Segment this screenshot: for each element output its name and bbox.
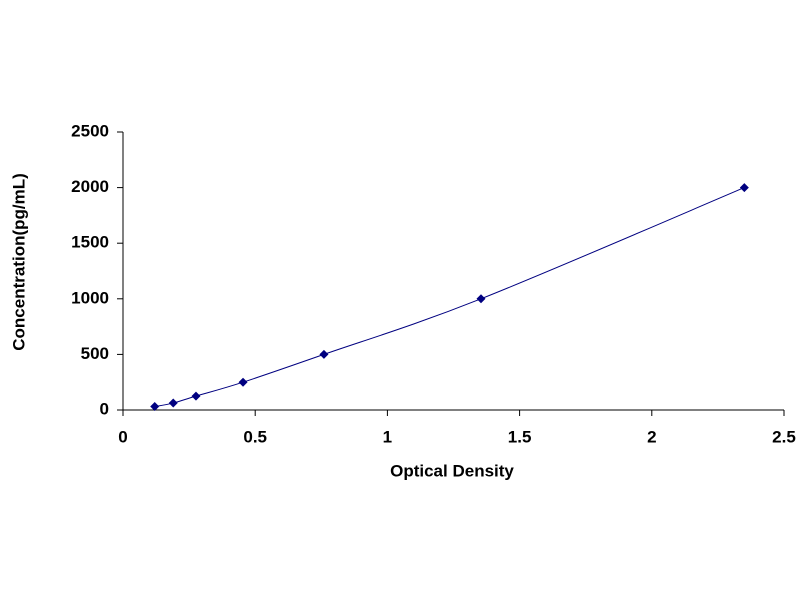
curve [154,187,745,408]
y-tick-label: 1000 [71,288,109,307]
x-tick-label: 0 [118,427,127,446]
x-tick-label: 2.5 [772,427,796,446]
point [191,391,201,401]
point [319,349,329,359]
y-tick-label: 1500 [71,233,109,252]
point [150,402,160,412]
x-tick-label: 2 [647,427,656,446]
x-axis-label: Optical Density [390,461,514,480]
y-tick-label: 500 [81,344,109,363]
x-tick-label: 0.5 [243,427,267,446]
x-tick-label: 1.5 [508,427,532,446]
y-tick-label: 2500 [71,121,109,140]
point [238,377,248,387]
point [168,398,178,408]
y-axis-label: Concentration(pg/mL) [9,173,28,351]
x-tick-label: 1 [383,427,392,446]
point [476,294,486,304]
y-tick-label: 0 [100,399,109,418]
y-tick-label: 2000 [71,177,109,196]
point [739,183,749,193]
